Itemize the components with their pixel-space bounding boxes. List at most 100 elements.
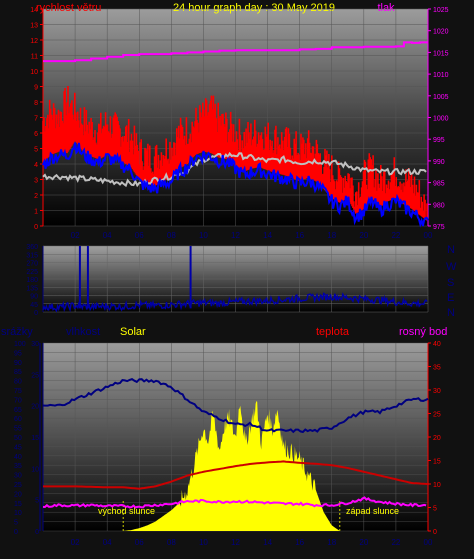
x-tick-label: 06 bbox=[135, 538, 144, 547]
compass-letter-s: S bbox=[447, 277, 454, 289]
pressure-series bbox=[43, 41, 428, 63]
direction-tick-label: 135 bbox=[26, 285, 38, 292]
rain-tick-label: 85 bbox=[14, 369, 22, 376]
temperature-series bbox=[43, 460, 429, 490]
humidity-tick-label: 15 bbox=[31, 435, 39, 442]
y-left-tick-label: 2 bbox=[34, 193, 38, 200]
humidity-tick-label: 30 bbox=[31, 341, 39, 348]
x-tick-label: 22 bbox=[391, 231, 400, 240]
rain-tick-label: 70 bbox=[14, 397, 22, 404]
y-left-tick-label: 8 bbox=[34, 100, 38, 107]
x-tick-label: 10 bbox=[199, 231, 208, 240]
x-tick-label: 12 bbox=[231, 538, 240, 547]
x-tick-label: 00 bbox=[424, 231, 433, 240]
rain-tick-label: 10 bbox=[14, 510, 22, 517]
temperature-tick-label: 35 bbox=[433, 365, 441, 372]
x-tick-label: 02 bbox=[71, 538, 80, 547]
humidity-tick-label: 10 bbox=[31, 466, 39, 473]
sunset-label: západ slunce bbox=[346, 506, 399, 516]
direction-tick-label: 180 bbox=[26, 277, 38, 284]
rain-tick-label: 45 bbox=[14, 444, 22, 451]
y-left-tick-label: 3 bbox=[34, 178, 38, 185]
x-tick-label: 18 bbox=[327, 231, 336, 240]
rain-tick-label: 90 bbox=[14, 360, 22, 367]
x-tick-label: 14 bbox=[263, 231, 272, 240]
y-right-tick-label: 1015 bbox=[433, 50, 449, 57]
temperature-tick-label: 25 bbox=[433, 412, 441, 419]
compass-letter-e: E bbox=[447, 292, 454, 304]
y-left-tick-label: 6 bbox=[34, 131, 38, 138]
temperature-label: teplota bbox=[316, 326, 350, 338]
compass-letter-n-top: N bbox=[447, 244, 455, 256]
wind-mean-series bbox=[42, 151, 427, 188]
rain-tick-label: 20 bbox=[14, 491, 22, 498]
humidity-tick-label: 25 bbox=[31, 372, 39, 379]
y-right-tick-label: 1010 bbox=[433, 72, 449, 79]
wind-direction-series bbox=[42, 292, 428, 313]
x-tick-label: 20 bbox=[359, 231, 368, 240]
x-tick-label: 08 bbox=[167, 538, 176, 547]
rain-tick-label: 40 bbox=[14, 454, 22, 461]
dewpoint-label: rosný bod bbox=[399, 326, 447, 338]
y-right-tick-label: 1025 bbox=[433, 7, 449, 14]
humidity-tick-label: 5 bbox=[35, 498, 39, 505]
y-left-tick-label: 12 bbox=[30, 38, 38, 45]
x-tick-label: 20 bbox=[359, 538, 368, 547]
y-left-tick-label: 1 bbox=[34, 209, 38, 216]
rain-tick-label: 5 bbox=[14, 520, 18, 527]
x-tick-label: 04 bbox=[103, 231, 112, 240]
x-tick-label: 16 bbox=[295, 231, 304, 240]
x-tick-label: 12 bbox=[231, 231, 240, 240]
direction-tick-label: 0 bbox=[34, 310, 38, 317]
direction-tick-label: 90 bbox=[30, 294, 38, 301]
rain-tick-label: 35 bbox=[14, 463, 22, 470]
temperature-tick-label: 0 bbox=[433, 529, 437, 536]
x-tick-label: 22 bbox=[391, 538, 400, 547]
rain-tick-label: 50 bbox=[14, 435, 22, 442]
wind-pressure-marks: 0123456789101112131497598098599099510001… bbox=[30, 7, 448, 240]
compass-letter-w: W bbox=[446, 261, 457, 273]
humidity-tick-label: 20 bbox=[31, 404, 39, 411]
rain-tick-label: 65 bbox=[14, 407, 22, 414]
direction-tick-label: 225 bbox=[26, 269, 38, 276]
rain-tick-label: 60 bbox=[14, 416, 22, 423]
temperature-tick-label: 5 bbox=[433, 506, 437, 513]
y-right-tick-label: 980 bbox=[433, 202, 445, 209]
humidity-tick-label: 0 bbox=[35, 529, 39, 536]
y-right-tick-label: 990 bbox=[433, 159, 445, 166]
rain-tick-label: 95 bbox=[14, 350, 22, 357]
x-tick-label: 16 bbox=[295, 538, 304, 547]
wind-speed-title: rychlost větru bbox=[36, 2, 101, 14]
dewpoint-series bbox=[42, 496, 427, 509]
temperature-tick-label: 20 bbox=[433, 435, 441, 442]
y-left-tick-label: 5 bbox=[34, 147, 38, 154]
x-tick-label: 08 bbox=[167, 231, 176, 240]
x-tick-label: 00 bbox=[424, 538, 433, 547]
rain-tick-label: 75 bbox=[14, 388, 22, 395]
y-left-tick-label: 4 bbox=[34, 162, 38, 169]
direction-tick-label: 270 bbox=[26, 261, 38, 268]
rain-tick-label: 55 bbox=[14, 426, 22, 433]
temperature-solar-marks: 0510152025303540455055606570758085909510… bbox=[14, 341, 441, 547]
x-tick-label: 18 bbox=[327, 538, 336, 547]
direction-tick-label: 45 bbox=[30, 302, 38, 309]
direction-tick-label: 315 bbox=[26, 252, 38, 259]
temperature-tick-label: 15 bbox=[433, 459, 441, 466]
x-tick-label: 04 bbox=[103, 538, 112, 547]
temperature-tick-label: 40 bbox=[433, 341, 441, 348]
humidity-series bbox=[42, 377, 429, 434]
rain-tick-label: 15 bbox=[14, 501, 22, 508]
x-tick-label: 10 bbox=[199, 538, 208, 547]
y-right-tick-label: 1020 bbox=[433, 29, 449, 36]
temperature-tick-label: 30 bbox=[433, 388, 441, 395]
direction-tick-label: 360 bbox=[26, 244, 38, 251]
y-right-tick-label: 975 bbox=[433, 224, 445, 231]
compass-letter-n-bottom: N bbox=[447, 307, 455, 319]
y-right-tick-label: 985 bbox=[433, 181, 445, 188]
pressure-title: tlak bbox=[377, 2, 395, 14]
y-left-tick-label: 11 bbox=[31, 54, 38, 61]
y-left-tick-label: 13 bbox=[30, 23, 38, 30]
